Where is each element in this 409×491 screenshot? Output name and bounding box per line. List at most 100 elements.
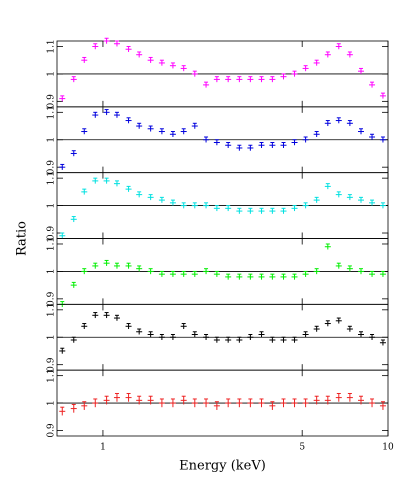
data-point — [269, 273, 276, 280]
data-point — [203, 136, 210, 143]
data-point — [247, 334, 254, 340]
data-point — [324, 320, 331, 327]
data-point — [92, 111, 99, 118]
data-point — [280, 207, 287, 214]
data-point — [203, 81, 210, 88]
data-point — [236, 207, 243, 214]
data-point — [180, 395, 187, 405]
data-point — [335, 317, 342, 324]
data-point — [81, 128, 88, 135]
data-point — [247, 144, 254, 151]
data-point — [335, 191, 342, 198]
data-point — [191, 270, 198, 277]
data-point — [81, 56, 88, 63]
data-point — [247, 398, 254, 408]
data-point — [335, 43, 342, 50]
y-tick-label: 0.9 — [47, 226, 57, 241]
data-point — [258, 141, 265, 148]
data-point — [291, 336, 298, 343]
data-point — [269, 401, 276, 410]
data-point — [169, 398, 176, 408]
y-tick-label: 0.9 — [47, 423, 57, 438]
data-point — [335, 117, 342, 124]
data-point — [280, 141, 287, 148]
data-point — [291, 205, 298, 212]
data-point — [236, 273, 243, 280]
data-point — [169, 334, 176, 340]
data-point — [136, 122, 143, 129]
data-point — [313, 59, 320, 66]
data-point — [180, 270, 187, 277]
data-point — [324, 395, 331, 405]
data-point — [379, 136, 386, 143]
data-point — [125, 45, 132, 52]
data-point — [113, 111, 120, 118]
data-point — [291, 139, 298, 146]
data-point — [280, 398, 287, 408]
data-point — [113, 180, 120, 187]
data-point — [191, 122, 198, 129]
data-point — [335, 262, 342, 269]
data-point — [291, 273, 298, 280]
data-point — [203, 268, 210, 275]
data-point — [369, 133, 376, 140]
data-point — [92, 262, 99, 269]
data-point — [213, 139, 220, 146]
data-point — [302, 202, 309, 209]
data-point — [136, 191, 143, 198]
data-point — [369, 398, 376, 408]
data-point — [81, 323, 88, 330]
data-point — [324, 243, 331, 250]
data-point — [213, 336, 220, 343]
y-tick-label: 1 — [47, 137, 57, 143]
data-point — [203, 202, 210, 209]
data-point — [346, 51, 353, 58]
y-tick-label: 1 — [47, 400, 57, 406]
data-point — [169, 131, 176, 138]
data-point — [302, 398, 309, 408]
data-point — [169, 270, 176, 277]
data-point — [346, 325, 353, 332]
data-point — [324, 51, 331, 58]
data-point — [158, 196, 165, 203]
y-tick-label: 1.1 — [47, 368, 57, 382]
data-point — [136, 265, 143, 272]
data-point — [213, 76, 220, 83]
data-point — [225, 336, 232, 343]
data-point — [379, 92, 386, 99]
data-point — [81, 188, 88, 195]
data-point — [103, 395, 110, 405]
data-point — [136, 395, 143, 405]
data-point — [357, 128, 364, 135]
data-point — [125, 185, 132, 192]
data-point — [369, 334, 376, 340]
data-point — [225, 76, 232, 83]
data-point — [158, 59, 165, 66]
data-point — [225, 398, 232, 408]
data-point — [357, 67, 364, 74]
data-point — [169, 62, 176, 69]
data-point — [147, 331, 154, 338]
data-point — [302, 270, 309, 277]
data-point — [158, 334, 165, 340]
data-point — [70, 216, 77, 223]
data-point — [280, 273, 287, 280]
y-tick-label: 1 — [47, 71, 57, 77]
y-axis-label: Ratio — [15, 221, 30, 256]
data-point — [302, 65, 309, 72]
data-point — [379, 270, 386, 277]
data-point — [236, 398, 243, 408]
data-point — [269, 336, 276, 343]
data-point — [357, 331, 364, 338]
data-point — [357, 268, 364, 275]
data-point — [225, 205, 232, 212]
data-point — [92, 43, 99, 50]
data-point — [147, 56, 154, 63]
data-point — [59, 406, 66, 416]
data-point — [258, 398, 265, 408]
x-axis-label: Energy (keV) — [179, 459, 266, 474]
data-point — [203, 334, 210, 340]
data-point — [225, 273, 232, 280]
data-point — [158, 128, 165, 135]
